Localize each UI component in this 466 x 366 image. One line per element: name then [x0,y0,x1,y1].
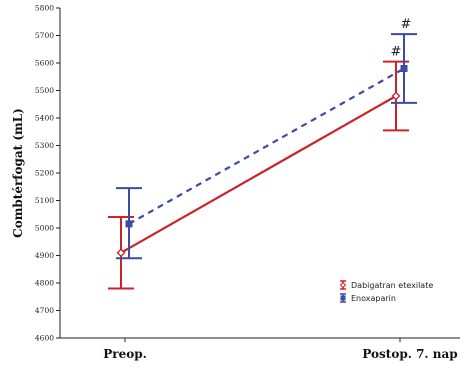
y-tick-label: 5400 [35,114,54,123]
data-point [125,220,133,228]
series-line [128,67,405,225]
x-axis-ticks: Preop. Postop. 7. nap [103,338,458,361]
data-point [116,248,126,258]
legend-marker [340,295,346,301]
series-dabigatran [108,60,409,290]
x-tick-label: Postop. 7. nap [362,347,457,361]
y-tick-label: 5000 [35,224,54,233]
y-tick-label: 5300 [35,141,54,150]
y-axis-ticks: 4600 4700 4800 4900 5000 5100 5200 5300 5400 5500… [35,4,60,343]
y-tick-label: 4600 [35,334,54,343]
legend-label: Dabigatran etexilate [351,281,433,290]
legend-item: Enoxaparin [340,293,396,303]
series-layer [108,33,417,290]
annotations: ## [391,17,412,60]
legend-item: Dabigatran etexilate [339,280,433,290]
series-enoxaparin [116,33,417,260]
y-tick-label: 5700 [35,31,54,40]
y-tick-label: 5600 [35,59,54,68]
legend-marker [339,281,347,289]
y-axis-label: Combtérfogat (mL) [11,108,25,238]
legend-label: Enoxaparin [351,294,396,303]
y-tick-label: 4900 [35,251,54,260]
legend: Dabigatran etexilate Enoxaparin [339,280,433,303]
significance-mark: # [401,17,412,32]
series-line [120,95,397,254]
y-tick-label: 4700 [35,306,54,315]
y-tick-label: 5200 [35,169,54,178]
data-point [400,65,408,72]
y-tick-label: 5100 [35,196,54,205]
y-tick-label: 5500 [35,86,54,95]
x-tick-label: Preop. [103,347,147,361]
y-tick-label: 5800 [35,4,54,13]
data-point [391,91,401,101]
significance-mark: # [391,45,402,60]
y-tick-label: 4800 [35,279,54,288]
